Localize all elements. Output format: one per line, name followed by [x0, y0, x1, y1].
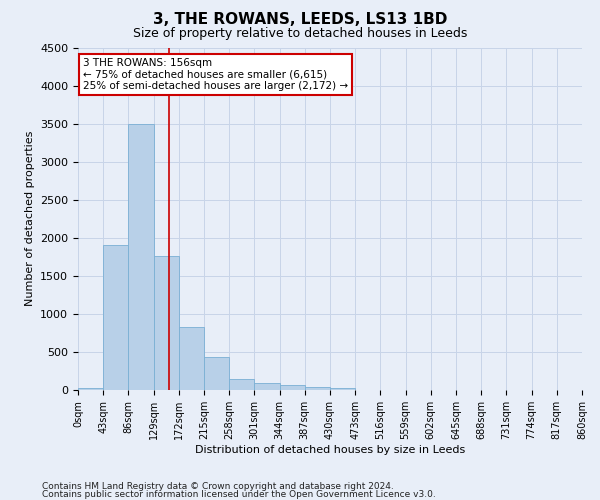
Bar	[78, 388, 103, 390]
Bar	[154, 256, 179, 390]
Text: 3 THE ROWANS: 156sqm
← 75% of detached houses are smaller (6,615)
25% of semi-de: 3 THE ROWANS: 156sqm ← 75% of detached h…	[83, 58, 348, 91]
Bar	[280, 385, 305, 390]
Bar	[103, 246, 128, 390]
Text: Size of property relative to detached houses in Leeds: Size of property relative to detached ho…	[133, 28, 467, 40]
Bar	[128, 124, 154, 390]
Bar	[179, 327, 204, 390]
Bar	[305, 386, 330, 390]
Text: 3, THE ROWANS, LEEDS, LS13 1BD: 3, THE ROWANS, LEEDS, LS13 1BD	[153, 12, 447, 28]
Bar	[254, 383, 280, 390]
Bar	[204, 356, 229, 390]
Bar	[330, 388, 355, 390]
Text: Contains public sector information licensed under the Open Government Licence v3: Contains public sector information licen…	[42, 490, 436, 499]
Bar	[229, 378, 254, 390]
X-axis label: Distribution of detached houses by size in Leeds: Distribution of detached houses by size …	[195, 444, 465, 454]
Y-axis label: Number of detached properties: Number of detached properties	[25, 131, 35, 306]
Text: Contains HM Land Registry data © Crown copyright and database right 2024.: Contains HM Land Registry data © Crown c…	[42, 482, 394, 491]
